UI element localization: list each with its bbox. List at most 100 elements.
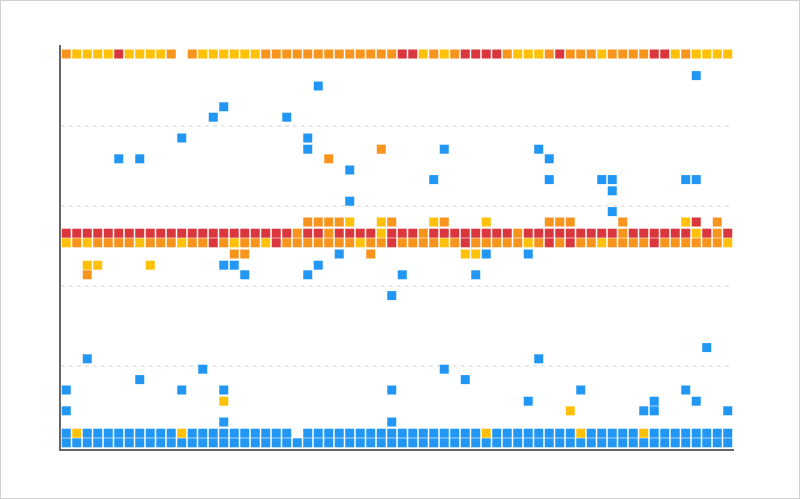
point [607,238,617,248]
point [460,228,470,238]
point [324,154,334,164]
point [691,175,701,185]
point [303,428,313,438]
point [313,238,323,248]
point [345,196,355,206]
point [555,238,565,248]
point [177,385,187,395]
point [639,406,649,416]
point [555,438,565,448]
point [649,238,659,248]
point [681,49,691,59]
point [418,238,428,248]
point [345,165,355,175]
point [292,228,302,238]
point [82,438,92,448]
point [208,228,218,238]
point [418,228,428,238]
point [618,228,628,238]
point [135,228,145,238]
point [691,238,701,248]
point [387,291,397,301]
point [387,238,397,248]
point [397,228,407,238]
point [177,228,187,238]
point [607,228,617,238]
point [229,260,239,270]
point [586,238,596,248]
point [513,49,523,59]
point [565,49,575,59]
point [691,217,701,227]
point [649,406,659,416]
point [93,238,103,248]
point [345,238,355,248]
point [576,49,586,59]
point [450,438,460,448]
point [702,438,712,448]
point [135,438,145,448]
point [166,49,176,59]
point [124,238,134,248]
point [366,228,376,238]
point [345,49,355,59]
point [166,238,176,248]
point [681,438,691,448]
point [628,438,638,448]
point [429,175,439,185]
point [670,228,680,238]
point [418,438,428,448]
point [282,112,292,122]
point [61,238,71,248]
point [156,228,166,238]
point [114,154,124,164]
point [93,438,103,448]
point [72,49,82,59]
point [334,217,344,227]
point [345,228,355,238]
point [240,438,250,448]
point [481,428,491,438]
point [502,428,512,438]
point [534,428,544,438]
point [219,438,229,448]
point [93,228,103,238]
point [555,228,565,238]
point [313,217,323,227]
point [702,228,712,238]
point [481,238,491,248]
point [387,438,397,448]
point [93,260,103,270]
point [429,49,439,59]
point [597,438,607,448]
point [628,238,638,248]
point [607,49,617,59]
point [240,249,250,259]
point [555,49,565,59]
point [219,102,229,112]
point [649,428,659,438]
point [261,428,271,438]
point [670,49,680,59]
point [534,238,544,248]
point [429,238,439,248]
point [691,428,701,438]
point [681,217,691,227]
point [618,428,628,438]
point [240,49,250,59]
point [544,154,554,164]
point [481,228,491,238]
point [691,396,701,406]
point [334,49,344,59]
point [607,207,617,217]
point [219,238,229,248]
point [313,438,323,448]
point [397,428,407,438]
point [324,438,334,448]
point [607,175,617,185]
point [439,438,449,448]
point [408,238,418,248]
point [513,438,523,448]
point [72,438,82,448]
point [282,428,292,438]
